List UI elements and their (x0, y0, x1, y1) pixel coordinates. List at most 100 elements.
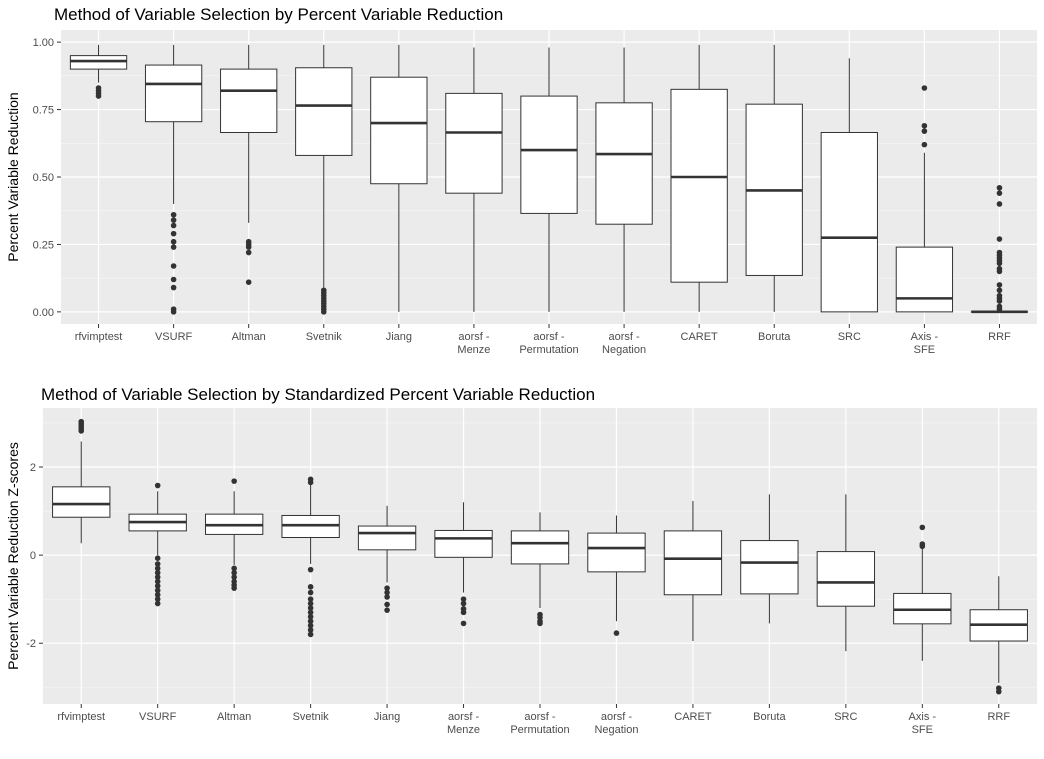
chart-1-outlier-point (245, 279, 252, 285)
chart-1-outlier-point (996, 236, 1003, 242)
chart-1-outlier-point (170, 276, 177, 283)
chart-2-outlier-point (154, 583, 161, 589)
chart-2-outlier-point (307, 600, 314, 607)
chart-1-outlier-point (921, 141, 928, 148)
chart-2-outlier-point (231, 574, 237, 580)
chart-2-outlier-point (307, 622, 314, 629)
chart-2-outlier-point (384, 594, 390, 600)
chart-1-box-body (595, 102, 653, 225)
chart-2-box-body (281, 514, 340, 539)
chart-2-x-tick-label: aorsf -Permutation (510, 711, 569, 736)
chart-1-x-tick-label: SRC (838, 331, 861, 343)
chart-1-box-4 (295, 44, 353, 315)
chart-1-outlier-point (996, 184, 1003, 191)
chart-2-outlier-point (231, 569, 237, 576)
chart-1-box-10 (745, 44, 803, 312)
chart-2-outlier-point (154, 482, 161, 489)
chart-2-outlier-point (307, 476, 314, 483)
chart-1-outlier-point (170, 263, 177, 269)
chart-1-box-body (895, 246, 954, 313)
chart-2-outlier-point (307, 566, 314, 573)
chart-2-outlier-point (384, 585, 390, 591)
chart-1-box-6 (445, 47, 503, 312)
chart-1-box-12 (895, 85, 954, 313)
chart-1-y-tick-label: 0.00 (33, 307, 54, 319)
chart-2-box-body (357, 525, 417, 551)
chart-2-x-tick-label: RRF (987, 711, 1010, 723)
chart-1-outlier-point (245, 249, 252, 256)
chart-1-outlier-point (996, 190, 1003, 196)
chart-2-outlier-point (307, 609, 314, 616)
chart-2-box-3 (204, 478, 264, 591)
chart-2-outlier-point (613, 630, 620, 636)
chart-1-outlier-point (170, 217, 177, 223)
chart-2-y-axis-label: Percent Variable Reduction Z-scores (5, 442, 21, 670)
chart-1-x-tick-label: CARET (681, 331, 719, 343)
chart-2-box-body (816, 551, 876, 607)
chart-2-outlier-point (154, 591, 161, 598)
chart-1-x-tick-label: Boruta (758, 331, 791, 343)
chart-1-box-8 (595, 47, 653, 312)
chart-1-x-tick-label: Jiang (386, 331, 412, 343)
chart-1-outlier-point (245, 244, 252, 250)
chart-1-box-body (220, 68, 278, 133)
chart-1-outlier-point (996, 282, 1003, 288)
chart-2-outlier-point (307, 631, 314, 638)
chart-2-x-tick-label: aorsf -Menze (447, 711, 480, 736)
chart-1-box-body (295, 67, 353, 156)
chart-2-box-2 (128, 482, 187, 607)
chart-2-box-12 (893, 524, 952, 661)
chart-2-box-13 (969, 576, 1028, 695)
chart-2-x-tick-label: Axis -SFE (909, 711, 937, 736)
chart-2-outlier-point (154, 578, 161, 585)
chart-2-outlier-point (154, 596, 161, 602)
chart-2-outlier-point (307, 589, 314, 596)
chart-1-x-tick-label: Svetnik (306, 331, 343, 343)
chart-2-box-4 (281, 476, 340, 638)
chart-2-title: Method of Variable Selection by Standard… (41, 385, 596, 404)
chart-1-x-tick-label: rfvimptest (75, 331, 123, 343)
chart-1-outlier-point (170, 284, 177, 291)
chart-2-outlier-point (307, 627, 314, 633)
chart-2-outlier-point (307, 605, 314, 611)
chart-1-x-tick-label: RRF (988, 331, 1011, 343)
chart-2-x-tick-label: rfvimptest (57, 711, 105, 723)
chart-2-y-tick-label: 0 (30, 550, 36, 562)
chart-2-x-tick-label: Jiang (374, 711, 400, 723)
chart-2-box-5 (357, 505, 417, 613)
chart-1-outlier-point (320, 309, 327, 315)
chart-2-outlier-point (154, 600, 161, 607)
chart-1-outlier-point (921, 85, 928, 91)
chart-1-y-tick-label: 0.25 (33, 239, 54, 251)
chart-2-outlier-point (919, 524, 926, 531)
chart-2-x-tick-label: VSURF (139, 711, 177, 723)
chart-2-box-body (434, 529, 493, 558)
chart-2-outlier-point (384, 589, 390, 596)
chart-2-y-tick-label: -2 (26, 638, 36, 650)
chart-2-box-9 (663, 500, 723, 642)
chart-1-x-tick-label: aorsf -Negation (602, 331, 646, 356)
chart-1-box-5 (370, 44, 428, 312)
chart-2-box-7 (510, 512, 570, 627)
chart-1-box-body (144, 64, 203, 123)
chart-2-box-11 (816, 494, 876, 652)
chart-1-box-1 (69, 44, 128, 99)
chart-1-outlier-point (170, 238, 177, 245)
chart-1-title: Method of Variable Selection by Percent … (54, 5, 504, 24)
chart-2-box-body (510, 530, 570, 565)
chart-1-y-tick-label: 0.75 (33, 105, 54, 117)
chart-1-box-7 (520, 47, 578, 312)
chart-2-outlier-point (154, 574, 161, 580)
chart-1-box-body (820, 131, 878, 313)
chart-2-x-tick-label: Altman (217, 711, 251, 723)
chart-1-svg: 0.00 0.25 0.50 0.75 1.00 rfvimptest VSURF Altma… (5, 30, 1037, 356)
chart-2-outlier-point (231, 478, 237, 484)
chart-2-outlier-point (307, 584, 314, 590)
chart-1-box-3 (220, 44, 278, 285)
chart-1-y-axis-label: Percent Variable Reduction (5, 92, 21, 261)
chart-2-x-tick-label: CARET (674, 711, 712, 723)
chart-1-outlier-point (95, 85, 102, 91)
chart-2-outlier-point (231, 565, 237, 572)
chart-1-box-body (520, 95, 578, 214)
